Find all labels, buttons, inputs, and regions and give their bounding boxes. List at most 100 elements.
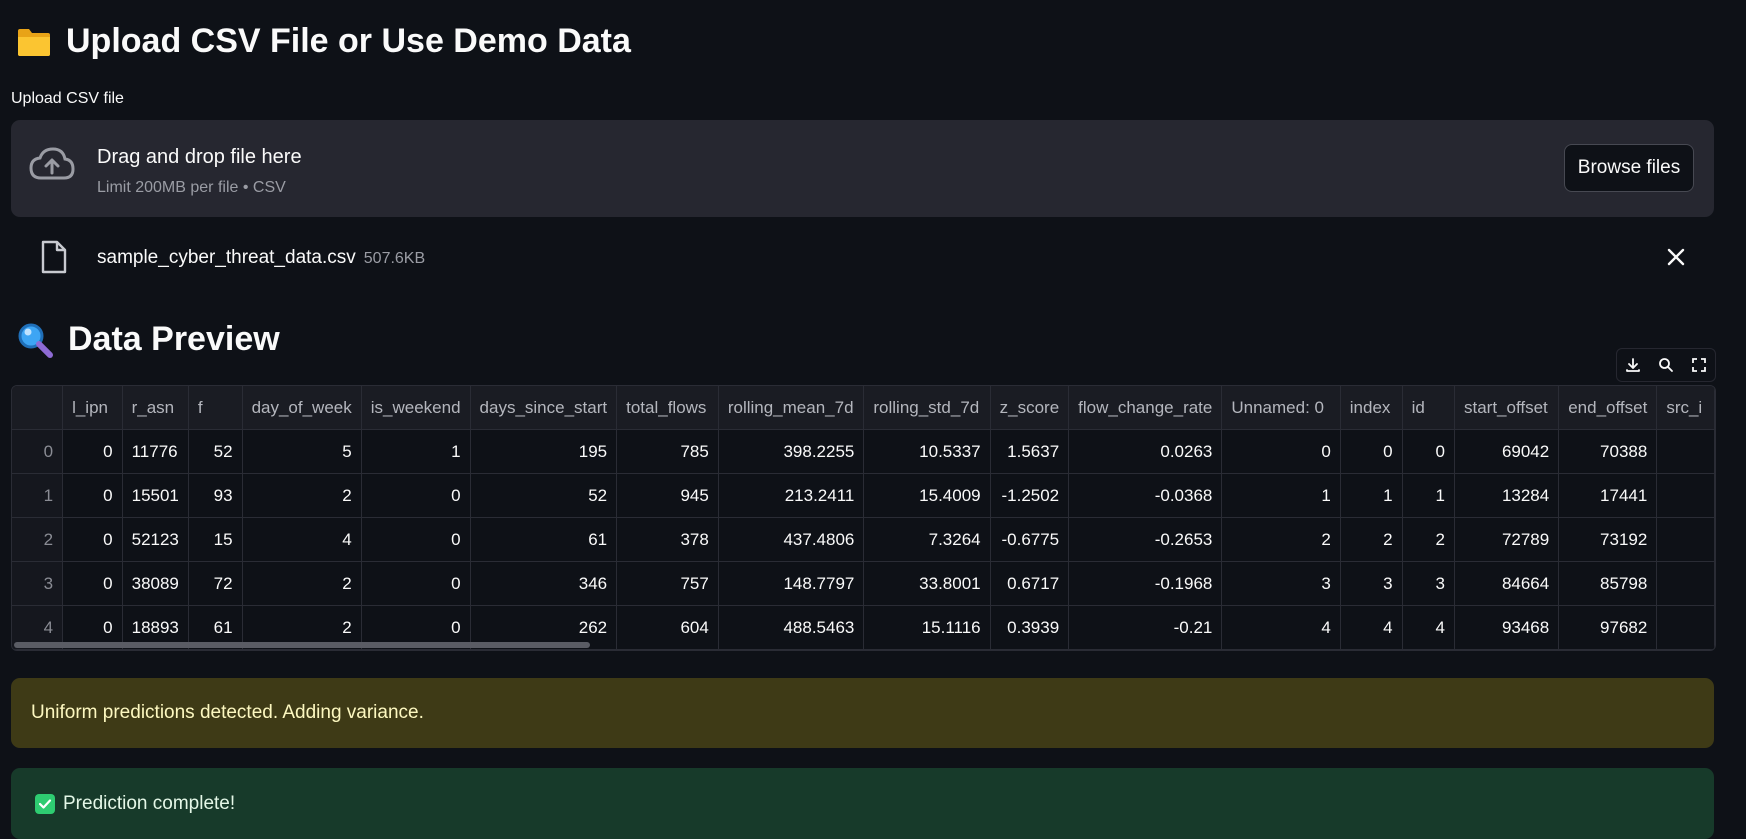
table-cell[interactable]: [1656, 517, 1715, 562]
table-cell[interactable]: 785: [616, 429, 719, 474]
table-cell[interactable]: 0: [1402, 429, 1455, 474]
table-cell[interactable]: 97682: [1558, 605, 1658, 650]
fullscreen-icon[interactable]: [1688, 354, 1710, 376]
column-header[interactable]: id: [1402, 386, 1455, 430]
table-cell[interactable]: 4: [1221, 605, 1341, 650]
table-cell[interactable]: 52123: [122, 517, 189, 562]
table-cell[interactable]: 69042: [1454, 429, 1560, 474]
table-cell[interactable]: 945: [616, 473, 719, 518]
table-cell[interactable]: 4: [1340, 605, 1403, 650]
table-cell[interactable]: 93468: [1454, 605, 1560, 650]
file-dropzone[interactable]: Drag and drop file here Limit 200MB per …: [11, 120, 1714, 217]
table-cell[interactable]: 7.3264: [863, 517, 991, 562]
table-cell[interactable]: 15.1116: [863, 605, 991, 650]
column-header[interactable]: Unnamed: 0: [1221, 386, 1341, 430]
table-cell[interactable]: 0: [361, 517, 471, 562]
table-cell[interactable]: 0: [1340, 429, 1403, 474]
table-cell[interactable]: 1: [1340, 473, 1403, 518]
data-preview-table[interactable]: l_ipn r_asn f day_of_week is_weekend day…: [11, 385, 1716, 651]
table-cell[interactable]: 2: [242, 561, 362, 606]
table-cell[interactable]: 73192: [1558, 517, 1658, 562]
table-cell[interactable]: 2: [242, 473, 362, 518]
table-cell[interactable]: 61: [470, 517, 618, 562]
table-cell[interactable]: 17441: [1558, 473, 1658, 518]
table-cell[interactable]: 93: [188, 473, 243, 518]
table-cell[interactable]: 72: [188, 561, 243, 606]
column-header[interactable]: r_asn: [122, 386, 189, 430]
table-cell[interactable]: 0: [62, 561, 123, 606]
table-cell[interactable]: 84664: [1454, 561, 1560, 606]
table-cell[interactable]: -1.2502: [990, 473, 1070, 518]
table-cell[interactable]: 1: [1402, 473, 1455, 518]
table-cell[interactable]: 10.5337: [863, 429, 991, 474]
remove-file-close-icon[interactable]: [1666, 247, 1686, 272]
table-cell[interactable]: 15.4009: [863, 473, 991, 518]
table-cell[interactable]: 398.2255: [718, 429, 865, 474]
table-cell[interactable]: -0.0368: [1068, 473, 1223, 518]
browse-files-button[interactable]: Browse files: [1564, 144, 1694, 192]
table-cell[interactable]: 70388: [1558, 429, 1658, 474]
table-cell[interactable]: 15: [188, 517, 243, 562]
table-cell[interactable]: 72789: [1454, 517, 1560, 562]
column-header[interactable]: is_weekend: [361, 386, 471, 430]
table-cell[interactable]: 0: [62, 473, 123, 518]
table-cell[interactable]: 4: [1402, 605, 1455, 650]
column-header[interactable]: end_offset: [1558, 386, 1658, 430]
column-header[interactable]: start_offset: [1454, 386, 1560, 430]
table-cell[interactable]: 488.5463: [718, 605, 865, 650]
table-cell[interactable]: 52: [188, 429, 243, 474]
table-cell[interactable]: 0: [1221, 429, 1341, 474]
column-header[interactable]: z_score: [990, 386, 1070, 430]
table-cell[interactable]: 1.5637: [990, 429, 1070, 474]
table-cell[interactable]: 2: [1340, 517, 1403, 562]
row-index-cell[interactable]: 3: [12, 561, 64, 606]
table-cell[interactable]: 3: [1221, 561, 1341, 606]
column-header[interactable]: index: [1340, 386, 1403, 430]
table-cell[interactable]: 15501: [122, 473, 189, 518]
column-header[interactable]: days_since_start: [470, 386, 618, 430]
table-cell[interactable]: 0: [361, 473, 471, 518]
row-index-cell[interactable]: 0: [12, 429, 64, 474]
table-cell[interactable]: -0.1968: [1068, 561, 1223, 606]
table-cell[interactable]: 0.6717: [990, 561, 1070, 606]
horizontal-scrollbar[interactable]: [14, 642, 590, 648]
table-cell[interactable]: 38089: [122, 561, 189, 606]
column-header[interactable]: total_flows: [616, 386, 719, 430]
table-cell[interactable]: 52: [470, 473, 618, 518]
search-icon[interactable]: [1655, 354, 1677, 376]
table-cell[interactable]: 346: [470, 561, 618, 606]
table-cell[interactable]: 4: [242, 517, 362, 562]
row-index-cell[interactable]: 1: [12, 473, 64, 518]
table-cell[interactable]: 0: [62, 429, 123, 474]
table-cell[interactable]: 0: [361, 561, 471, 606]
table-cell[interactable]: 437.4806: [718, 517, 865, 562]
table-cell[interactable]: 378: [616, 517, 719, 562]
table-cell[interactable]: 11776: [122, 429, 189, 474]
table-cell[interactable]: 0.3939: [990, 605, 1070, 650]
table-cell[interactable]: 33.8001: [863, 561, 991, 606]
table-cell[interactable]: 3: [1402, 561, 1455, 606]
table-cell[interactable]: 0.0263: [1068, 429, 1223, 474]
column-header[interactable]: day_of_week: [242, 386, 362, 430]
table-cell[interactable]: 85798: [1558, 561, 1658, 606]
table-cell[interactable]: 3: [1340, 561, 1403, 606]
table-cell[interactable]: 1: [361, 429, 471, 474]
column-header[interactable]: flow_change_rate: [1068, 386, 1223, 430]
table-cell[interactable]: 2: [1221, 517, 1341, 562]
table-cell[interactable]: 13284: [1454, 473, 1560, 518]
table-cell[interactable]: 604: [616, 605, 719, 650]
table-cell[interactable]: -0.2653: [1068, 517, 1223, 562]
table-cell[interactable]: 1: [1221, 473, 1341, 518]
table-cell[interactable]: 2: [1402, 517, 1455, 562]
table-cell[interactable]: 757: [616, 561, 719, 606]
table-cell[interactable]: 5: [242, 429, 362, 474]
table-cell[interactable]: 148.7797: [718, 561, 865, 606]
column-header[interactable]: rolling_mean_7d: [718, 386, 865, 430]
column-header[interactable]: src_i: [1656, 386, 1715, 430]
column-header[interactable]: f: [188, 386, 243, 430]
table-cell[interactable]: [1656, 605, 1715, 650]
column-header[interactable]: rolling_std_7d: [863, 386, 991, 430]
table-cell[interactable]: 213.2411: [718, 473, 865, 518]
column-header[interactable]: l_ipn: [62, 386, 123, 430]
column-header[interactable]: [12, 386, 64, 430]
